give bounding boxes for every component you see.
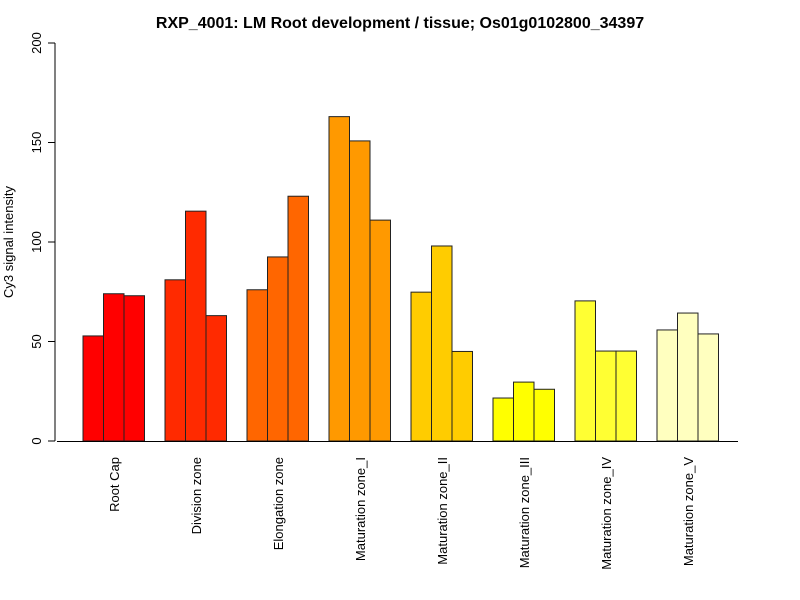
x-tick-label: Maturation zone_II (435, 457, 450, 565)
x-tick-label: Maturation zone_I (353, 457, 368, 561)
bar (164, 279, 186, 442)
bar (328, 116, 350, 442)
bar (492, 397, 514, 442)
bar (267, 256, 289, 442)
bar (533, 388, 555, 442)
bar (615, 350, 637, 442)
bars (82, 116, 719, 442)
y-tick-label: 200 (29, 32, 44, 54)
x-tick-label: Root Cap (107, 457, 122, 512)
x-tick-label: Maturation zone_III (517, 457, 532, 568)
bar (451, 350, 473, 442)
bar (677, 312, 699, 442)
y-tick-label: 150 (29, 132, 44, 154)
y-axis: 0 50 100 150 200 (29, 32, 56, 445)
bar (369, 219, 391, 442)
bar (205, 315, 227, 442)
bar (656, 329, 678, 442)
bar (410, 291, 432, 442)
bar (246, 289, 268, 442)
x-tick-label: Elongation zone (271, 457, 286, 550)
bar (595, 350, 617, 442)
bar (431, 245, 453, 442)
x-tick-label: Maturation zone_IV (599, 457, 614, 570)
chart-title: RXP_4001: LM Root development / tissue; … (156, 15, 644, 32)
bar (103, 293, 125, 442)
y-tick-label: 100 (29, 231, 44, 253)
bar (287, 195, 309, 442)
bar (185, 210, 207, 442)
y-axis-label: Cy3 signal intensity (1, 186, 16, 298)
bar (697, 333, 719, 442)
x-tick-label: Division zone (189, 457, 204, 534)
bar (349, 140, 371, 442)
y-tick-label: 0 (29, 437, 44, 444)
y-tick-label: 50 (29, 334, 44, 348)
bar (513, 381, 535, 442)
x-tick-label: Maturation zone_V (681, 457, 696, 566)
x-axis-labels: Root Cap Division zone Elongation zone Matu… (107, 457, 696, 570)
bar (574, 300, 596, 442)
bar (123, 295, 145, 442)
bar (82, 335, 104, 442)
